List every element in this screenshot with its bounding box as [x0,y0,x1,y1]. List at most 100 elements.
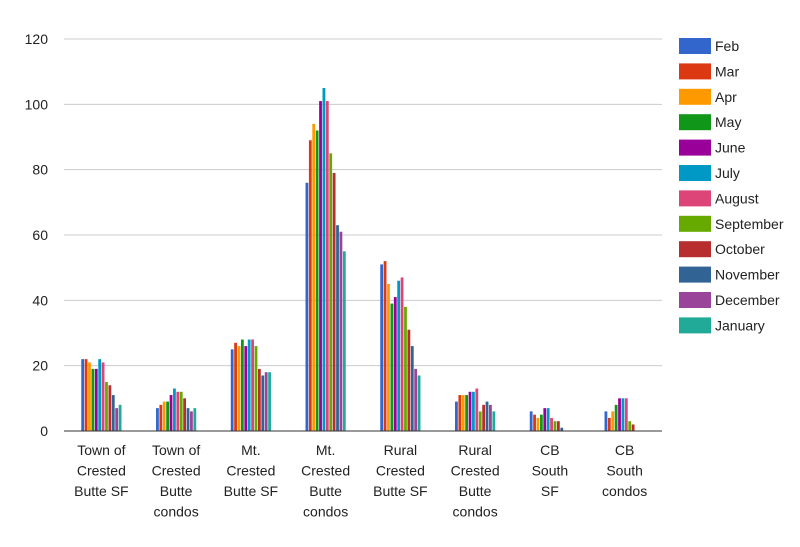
bar [404,306,407,431]
x-category-label: Mt. Crested Butte condos [301,442,350,520]
x-category-label: Town of Crested Butte condos [152,442,201,520]
bar [336,225,339,431]
bar [183,398,187,431]
legend-label: July [715,165,740,181]
bar [455,401,458,431]
x-category-label: Rural Crested Butte SF [373,442,427,499]
y-tick-label: 0 [40,423,48,439]
bar [407,329,411,431]
bar [105,382,108,431]
legend-swatch [679,266,711,283]
bar [108,385,112,431]
bar [485,401,489,431]
bar [393,297,397,431]
bar [607,417,611,431]
legend-item: Mar [679,63,739,80]
bar [533,414,536,431]
bar [319,101,322,431]
bar [254,346,258,431]
bar [268,372,271,431]
bar [81,359,85,431]
legend-swatch [679,38,711,54]
bar [414,368,418,431]
legend-item: Apr [679,88,737,105]
legend-label: Mar [715,63,739,79]
bar [159,404,163,431]
bar [417,375,421,431]
y-tick-label: 60 [32,227,48,243]
legend-swatch [679,63,711,80]
bar [261,375,265,431]
bar [84,359,88,431]
x-category-label: Mt. Crested Butte SF [224,442,278,499]
legend-swatch [679,114,711,131]
bar [628,421,632,431]
y-tick-label: 80 [32,162,48,178]
legend-label: June [715,140,746,156]
bar [111,395,115,431]
bar [230,349,234,431]
bar [621,398,625,431]
bar [186,408,190,431]
bar [308,140,312,431]
bar [91,368,95,431]
bar [115,408,119,431]
legend-item: July [679,165,740,181]
legend-swatch [679,241,711,258]
legend-label: August [715,190,759,206]
legend-label: November [715,267,780,283]
bar [397,280,401,431]
bar [468,391,472,431]
legend-swatch [679,215,711,232]
bar [529,411,533,431]
bar [400,277,404,431]
x-category-label: CB South condos [602,442,647,499]
bar [550,417,553,431]
legend-label: October [715,241,765,257]
bar [482,404,486,431]
bar [560,427,564,431]
bar [380,264,384,431]
bar [166,401,170,431]
bar [553,421,557,431]
bar [101,362,105,431]
legend-swatch [679,88,711,105]
legend-label: May [715,114,741,130]
bar [247,339,251,431]
bar [410,346,414,431]
legend-swatch [679,190,711,207]
bar [193,408,197,431]
bar [305,182,309,431]
bar [234,342,237,431]
bar [465,395,469,431]
bar [339,231,343,431]
bar [387,284,390,431]
bar [169,395,173,431]
legend-swatch [679,139,711,156]
bar [244,346,248,431]
legend-swatch [679,317,711,334]
y-tick-label: 120 [25,31,49,47]
bar [539,414,543,431]
legend-label: January [715,317,765,333]
legend-item: September [679,215,784,232]
legend-item: November [679,266,780,283]
bar [618,398,621,431]
x-axis-category-labels: Town of Crested Butte SF Town of Crested Butt… [74,442,647,520]
bar [614,404,618,431]
bar [237,346,241,431]
legend-label: September [715,216,784,232]
bar [98,359,102,431]
bar [489,404,492,431]
bar [240,339,244,431]
legend-swatch [679,165,711,181]
legend-swatch [679,292,711,308]
legend: Feb Mar Apr May June July August September Octob… [679,38,784,334]
bar [556,421,560,431]
legend-item: January [679,317,765,334]
bar [251,339,254,431]
bar [475,388,479,431]
legend-item: October [679,241,765,258]
bar [118,404,122,431]
